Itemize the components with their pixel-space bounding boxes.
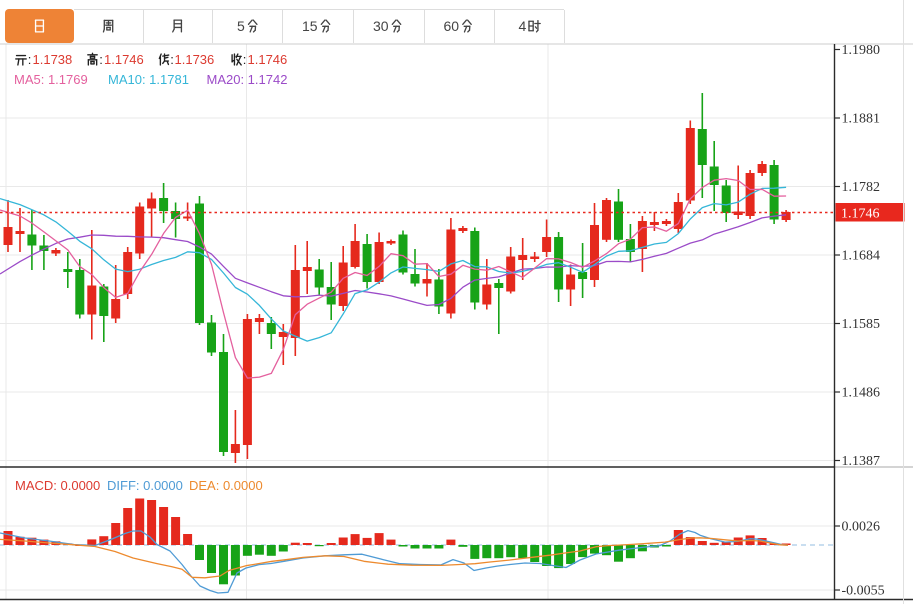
svg-text::: : (243, 52, 247, 67)
svg-text:1.1980: 1.1980 (842, 43, 881, 58)
svg-text:1.1736: 1.1736 (175, 52, 215, 67)
svg-text::: : (28, 52, 32, 67)
svg-text:1.1486: 1.1486 (842, 386, 881, 401)
svg-text:15: 15 (302, 18, 318, 34)
svg-text:4: 4 (519, 18, 527, 34)
svg-text:30: 30 (373, 18, 389, 34)
svg-text:1.1387: 1.1387 (842, 454, 881, 469)
svg-text:1.1684: 1.1684 (842, 249, 881, 264)
svg-text:1.1746: 1.1746 (248, 52, 288, 67)
svg-text:-0.0055: -0.0055 (842, 584, 885, 599)
svg-text:60: 60 (444, 18, 460, 34)
svg-text:5: 5 (237, 18, 245, 34)
svg-text:1.1746: 1.1746 (841, 207, 880, 222)
svg-text:1.1881: 1.1881 (842, 112, 881, 127)
svg-text:1.1782: 1.1782 (842, 180, 881, 195)
svg-text::: : (170, 52, 174, 67)
svg-text:1.1585: 1.1585 (842, 317, 881, 332)
svg-text::: : (99, 52, 103, 67)
svg-text:0.0026: 0.0026 (842, 520, 881, 535)
svg-text:1.1746: 1.1746 (104, 52, 144, 67)
svg-text:1.1738: 1.1738 (33, 52, 73, 67)
